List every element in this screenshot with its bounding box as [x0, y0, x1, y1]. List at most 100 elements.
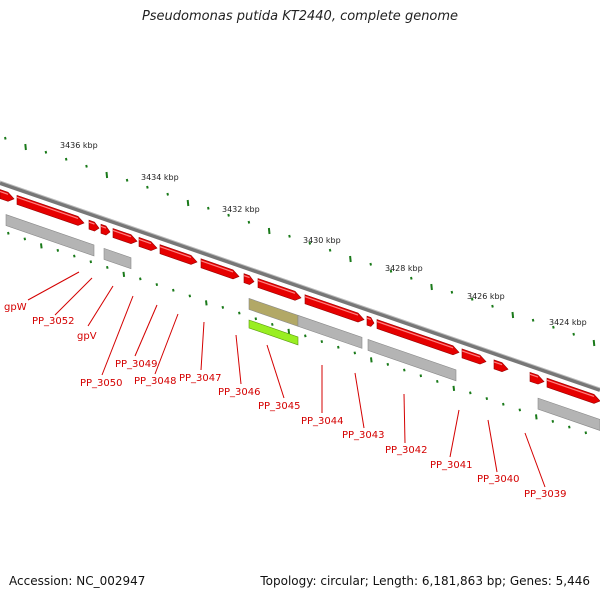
scale-tick — [370, 357, 373, 363]
forward-gene-arrow — [529, 371, 545, 385]
scale-tick — [502, 402, 505, 406]
reverse-gene-arrow — [537, 397, 600, 431]
reverse-gene-arrow — [103, 247, 132, 270]
scale-tick — [353, 351, 357, 355]
forward-gene-highlight — [100, 225, 107, 229]
scale-tick — [389, 269, 393, 273]
kbp-label: 3436 kbp — [60, 141, 98, 150]
forward-gene-arrow — [138, 237, 158, 251]
scale-tick — [572, 332, 575, 336]
scale-tick — [410, 276, 413, 280]
forward-gene-highlight — [243, 275, 250, 279]
accession-label: Accession: NC_002947 — [9, 574, 146, 588]
kbp-label: 3426 kbp — [467, 292, 505, 301]
gene-leader-lines — [27, 271, 546, 488]
kbp-label: 3428 kbp — [385, 264, 423, 273]
backbone-line — [0, 181, 600, 392]
scale-tick — [287, 328, 291, 335]
scale-tick — [511, 311, 515, 319]
scale-tick — [267, 227, 271, 235]
gene-label: PP_3040 — [477, 474, 520, 485]
kbp-label: 3424 kbp — [549, 318, 587, 327]
forward-gene-arrow — [366, 315, 375, 327]
scale-tick — [139, 277, 142, 281]
gene-label: PP_3041 — [430, 460, 473, 471]
gene-label: PP_3043 — [342, 430, 385, 441]
scale-tick — [166, 192, 169, 196]
scale-tick — [535, 414, 538, 420]
forward-gene-highlight — [529, 373, 539, 378]
scale-tick — [469, 391, 472, 395]
scale-tick — [430, 283, 433, 291]
scale-tick — [186, 199, 190, 207]
forward-gene-highlight — [461, 350, 481, 358]
gene-label: PP_3042 — [385, 445, 428, 456]
scale-tick — [552, 325, 555, 329]
scale-tick — [172, 288, 175, 292]
leader-line — [449, 409, 460, 458]
reverse-strand-genes — [5, 214, 600, 431]
leader-line — [27, 271, 80, 301]
leader-line — [235, 334, 242, 385]
scale-tick — [518, 408, 522, 412]
scale-tick — [386, 362, 390, 366]
scale-tick — [40, 243, 43, 249]
forward-gene-arrow — [493, 359, 509, 373]
scale-tick — [304, 334, 307, 338]
forward-gene-highlight — [159, 246, 192, 258]
gene-label: gpW — [4, 302, 27, 313]
forward-gene-highlight — [304, 296, 359, 316]
forward-gene-highlight — [16, 196, 79, 219]
forward-gene-highlight — [200, 260, 234, 273]
scale-tick — [450, 290, 454, 294]
scale-tick — [403, 368, 406, 372]
gene-label: PP_3050 — [80, 378, 123, 389]
scale-tick — [369, 262, 372, 266]
scale-tick — [7, 231, 10, 235]
backbone-line-light — [0, 180, 600, 389]
gene-label: PP_3052 — [32, 316, 75, 327]
leader-line — [524, 432, 546, 488]
kbp-labels: 3436 kbp 3434 kbp 3432 kbp 3430 kbp 3428 kbp… — [60, 141, 587, 327]
kbp-label: 3430 kbp — [303, 236, 341, 245]
scale-ticks — [4, 136, 596, 435]
forward-gene-highlight — [138, 238, 152, 245]
gene-label: PP_3039 — [524, 489, 567, 500]
scale-tick — [436, 379, 439, 383]
gene-label: PP_3046 — [218, 387, 261, 398]
scale-tick — [491, 304, 494, 308]
scale-tick — [320, 340, 324, 344]
forward-gene-highlight — [112, 229, 132, 238]
leader-line — [354, 372, 365, 429]
reverse-gene-arrow — [5, 214, 95, 257]
leader-line — [487, 419, 498, 473]
scale-tick — [188, 294, 192, 298]
gene-label: PP_3049 — [115, 359, 158, 370]
scale-tick — [207, 206, 210, 210]
forward-gene-highlight — [257, 279, 296, 294]
scale-tick — [221, 305, 225, 309]
scale-tick — [584, 431, 588, 435]
scale-tick — [531, 318, 535, 322]
scale-tick — [254, 317, 258, 321]
scale-tick — [247, 220, 251, 224]
scale-tick — [73, 254, 76, 258]
scale-tick — [271, 322, 274, 326]
scale-tick — [155, 283, 159, 287]
leader-line — [154, 313, 179, 375]
reverse-gene-arrow — [248, 297, 299, 327]
forward-gene-arrow — [243, 273, 255, 285]
scale-tick — [106, 265, 109, 269]
scale-tick — [308, 241, 312, 245]
scale-tick — [89, 260, 93, 264]
forward-gene-highlight — [366, 317, 372, 321]
scale-tick — [470, 297, 474, 301]
gene-label: PP_3048 — [134, 376, 177, 387]
forward-gene-arrow — [0, 189, 15, 202]
kbp-label: 3432 kbp — [222, 205, 260, 214]
scale-tick — [568, 425, 571, 429]
scale-tick — [452, 385, 456, 392]
leader-line — [54, 277, 93, 316]
